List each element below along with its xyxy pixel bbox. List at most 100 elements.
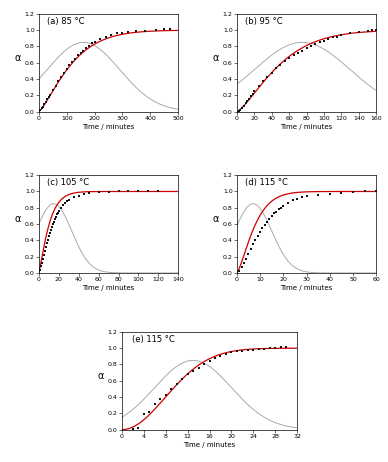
Point xyxy=(350,188,356,196)
Point xyxy=(75,52,81,59)
Point xyxy=(145,187,151,195)
Point xyxy=(266,215,272,223)
Point xyxy=(312,40,319,48)
Point xyxy=(173,380,180,388)
Point xyxy=(268,212,275,219)
Point xyxy=(55,78,61,85)
Point xyxy=(130,425,136,432)
Point xyxy=(57,204,64,212)
Y-axis label: α: α xyxy=(213,214,219,224)
Point xyxy=(236,267,242,274)
Point xyxy=(161,26,168,33)
Point xyxy=(246,95,252,102)
Point xyxy=(50,87,56,94)
Point xyxy=(103,33,109,40)
Point xyxy=(201,361,207,368)
Point xyxy=(303,193,310,200)
Point xyxy=(250,346,256,353)
Point xyxy=(157,395,163,402)
Point xyxy=(365,27,371,35)
Point xyxy=(66,196,72,203)
Point xyxy=(43,98,49,105)
X-axis label: Time / minutes: Time / minutes xyxy=(281,285,333,291)
Point xyxy=(237,106,243,114)
Point xyxy=(48,226,54,233)
Point xyxy=(251,88,257,95)
Point xyxy=(268,69,275,76)
Point xyxy=(58,74,64,81)
Point xyxy=(114,30,120,37)
Point xyxy=(62,199,68,207)
Point xyxy=(153,26,159,34)
Point xyxy=(190,367,196,375)
Point xyxy=(52,215,58,223)
Point xyxy=(66,61,73,69)
Point xyxy=(289,197,296,204)
Point xyxy=(267,345,273,352)
Point xyxy=(69,58,75,66)
X-axis label: Time / minutes: Time / minutes xyxy=(281,123,333,129)
Point xyxy=(303,44,310,52)
Point xyxy=(41,251,47,259)
Point xyxy=(44,96,50,103)
Point xyxy=(241,260,247,267)
Point xyxy=(42,247,48,255)
Point xyxy=(72,55,78,62)
Point xyxy=(146,408,152,415)
Point xyxy=(299,47,305,54)
Point xyxy=(92,38,98,45)
Point xyxy=(76,192,82,199)
Point xyxy=(264,218,270,225)
Point xyxy=(286,54,292,61)
Point xyxy=(97,36,103,43)
Point xyxy=(321,37,327,44)
X-axis label: Time / minutes: Time / minutes xyxy=(82,123,135,129)
Point xyxy=(64,198,70,205)
Point xyxy=(40,255,46,263)
Point xyxy=(250,241,256,248)
Point xyxy=(40,103,46,110)
Point xyxy=(252,237,258,244)
Point xyxy=(273,208,279,216)
Point xyxy=(347,30,353,37)
Point xyxy=(272,345,279,352)
Point xyxy=(52,82,59,89)
Point xyxy=(277,61,284,69)
Point xyxy=(249,90,256,97)
Point xyxy=(278,204,284,212)
Point xyxy=(61,70,67,77)
Point xyxy=(38,263,44,270)
Point xyxy=(330,34,336,41)
Point xyxy=(334,33,340,40)
Point xyxy=(55,207,62,215)
Y-axis label: α: α xyxy=(15,214,21,224)
Point xyxy=(256,83,262,90)
Point xyxy=(282,57,288,65)
Point xyxy=(179,376,185,383)
Point xyxy=(206,358,213,365)
Point xyxy=(212,354,218,362)
Point xyxy=(43,243,49,250)
Point xyxy=(86,42,92,49)
Point xyxy=(167,26,173,33)
Point xyxy=(255,232,261,240)
Y-axis label: α: α xyxy=(15,53,21,63)
Point xyxy=(278,344,284,351)
Point xyxy=(325,36,331,43)
Point xyxy=(234,348,240,355)
X-axis label: Time / minutes: Time / minutes xyxy=(82,285,135,291)
Point xyxy=(46,232,52,240)
Point xyxy=(108,31,114,39)
Point xyxy=(338,189,345,197)
Point xyxy=(373,187,379,195)
Point xyxy=(239,347,246,354)
Point xyxy=(140,410,147,418)
Point xyxy=(223,350,229,358)
Point xyxy=(168,385,174,393)
Point xyxy=(81,190,87,198)
Point xyxy=(196,364,202,371)
Point xyxy=(238,263,244,271)
Point xyxy=(78,49,84,57)
Point xyxy=(71,194,77,201)
Point xyxy=(39,260,45,267)
